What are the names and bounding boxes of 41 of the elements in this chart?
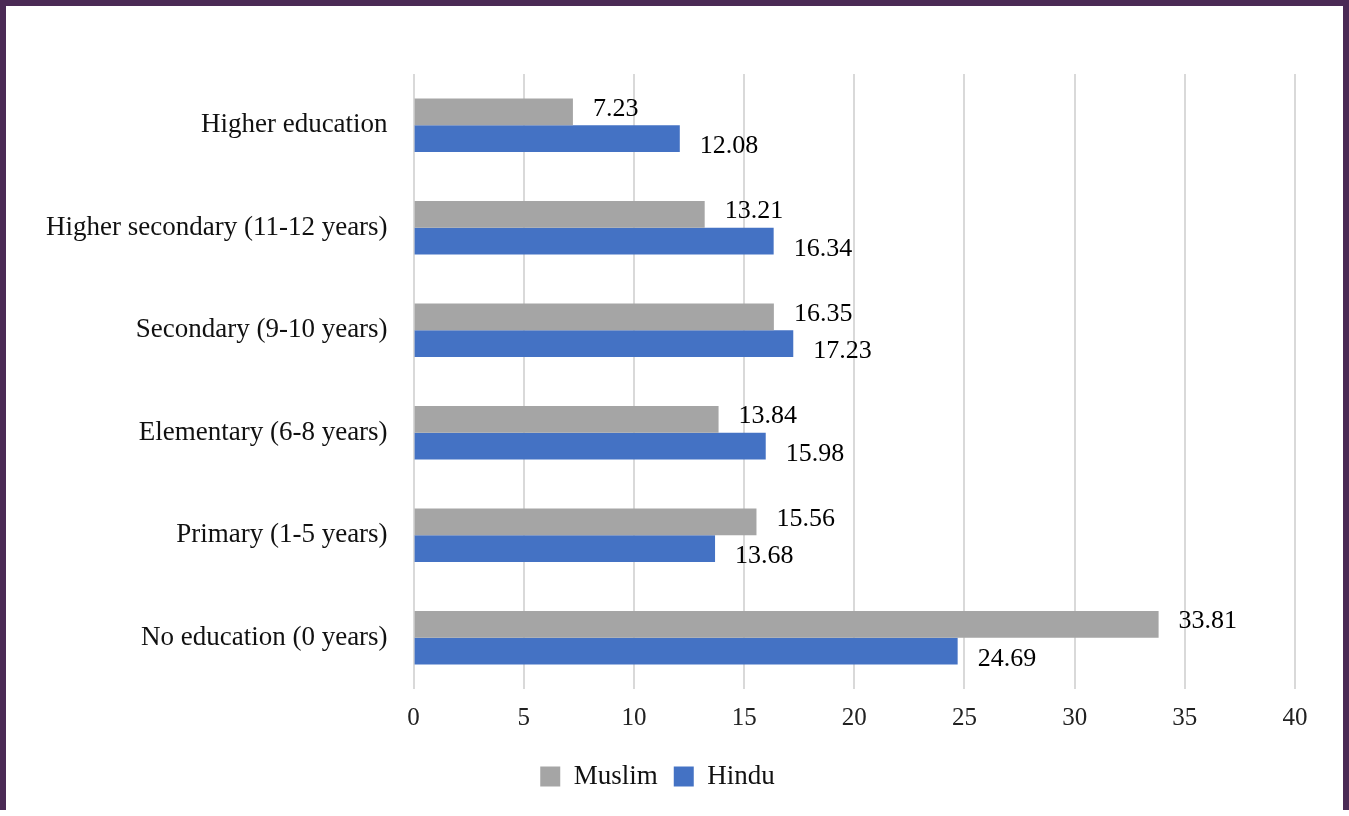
y-tick-label: No education (0 years) [140,620,388,651]
bar [414,508,757,536]
data-label: 13.68 [735,540,794,570]
bar [414,201,705,228]
data-label: 12.08 [699,130,759,160]
x-tick-label: 30 [1062,702,1088,730]
data-label: 17.23 [813,335,872,365]
bar [414,637,958,665]
bar [414,330,794,357]
data-label: 16.35 [793,297,853,327]
y-tick-label: Elementary (6-8 years) [138,415,388,446]
data-label: 15.98 [785,437,845,467]
data-label: 13.21 [724,195,784,225]
x-tick-label: 10 [621,702,647,730]
bar [414,432,766,460]
y-tick-label: Higher education [200,108,389,139]
bar [414,611,1159,638]
x-tick-label: 20 [841,702,867,730]
y-tick-label: Higher secondary (11-12 years) [45,210,388,241]
y-tick-label: Secondary (9-10 years) [135,313,388,344]
y-tick-label: Primary (1-5 years) [176,518,388,549]
data-label: 15.56 [776,502,835,532]
data-label: 13.84 [738,400,798,430]
x-tick-label: 25 [951,702,977,730]
bar [414,535,716,562]
x-tick-label: 40 [1282,702,1308,730]
bar [414,227,774,255]
x-tick-label: 35 [1172,702,1198,730]
data-label: 7.23 [592,92,639,122]
data-label: 33.81 [1178,605,1238,635]
bar [414,98,573,126]
x-tick-label: 5 [517,702,531,730]
x-tick-label: 0 [407,702,420,730]
legend-label: Hindu [707,759,776,790]
bar [414,125,680,152]
bar [414,406,719,433]
x-tick-label: 15 [731,702,757,730]
bar [414,303,774,331]
data-label: 16.34 [793,232,853,262]
legend-label: Muslim [573,759,658,790]
data-label: 24.69 [977,642,1037,672]
